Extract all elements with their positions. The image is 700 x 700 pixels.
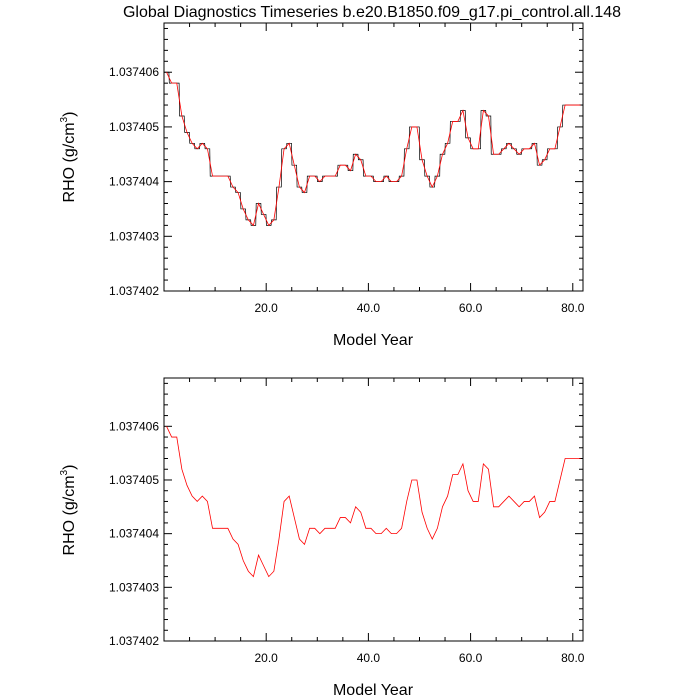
bottom-series-lines (166, 426, 581, 578)
top-y-tick-label: 1.037406 (109, 65, 159, 79)
bottom-y-tick-label: 1.037403 (109, 580, 159, 594)
bottom-y-tick-label: 1.037402 (109, 634, 159, 648)
top-y-tick-label: 1.037404 (109, 175, 159, 189)
top-y-tick-label: 1.037402 (109, 284, 159, 298)
top-y-tick-label: 1.037403 (109, 229, 159, 243)
bottom-axis-ticks: 20.0 40.0 60.0 80.0 1.037402 1.037403 1.037404… (109, 378, 585, 665)
top-monthly-line (164, 71, 583, 226)
top-y-label-superscript: 3 (59, 116, 70, 122)
bottom-x-axis-label: Model Year (333, 682, 414, 699)
bottom-y-label-end: ) (61, 465, 78, 470)
top-axis-ticks: 20.0 40.0 60.0 80.0 1.037402 1.037403 1.037404… (109, 23, 585, 315)
top-x-tick-label: 80.0 (561, 301, 585, 315)
bottom-x-tick-label: 60.0 (459, 651, 483, 665)
bottom-x-tick-label: 40.0 (357, 651, 381, 665)
top-y-tick-label: 1.037405 (109, 120, 159, 134)
top-annual-mean-line (166, 72, 581, 227)
top-series-lines (164, 71, 583, 227)
top-plot-frame (163, 22, 584, 292)
bottom-annual-mean-line (166, 426, 581, 578)
bottom-y-tick-label: 1.037405 (109, 473, 159, 487)
bottom-y-tick-label: 1.037404 (109, 527, 159, 541)
top-panel: 20.0 40.0 60.0 80.0 1.037402 1.037403 1.037404… (59, 22, 585, 349)
top-x-tick-label: 20.0 (255, 301, 279, 315)
top-y-label-main: RHO (g/cm (61, 122, 78, 202)
bottom-y-label-main: RHO (g/cm (61, 475, 78, 555)
top-x-axis-label: Model Year (333, 332, 414, 349)
bottom-y-axis-label: RHO (g/cm3) (59, 465, 78, 556)
top-y-axis-label: RHO (g/cm3) (59, 112, 78, 203)
top-x-tick-label: 40.0 (357, 301, 381, 315)
bottom-panel: 20.0 40.0 60.0 80.0 1.037402 1.037403 1.037404… (59, 377, 585, 699)
top-x-tick-label: 60.0 (459, 301, 483, 315)
bottom-y-tick-label: 1.037406 (109, 419, 159, 433)
top-y-label-end: ) (61, 112, 78, 117)
bottom-y-label-superscript: 3 (59, 469, 70, 475)
bottom-x-tick-label: 80.0 (561, 651, 585, 665)
figure-title: Global Diagnostics Timeseries b.e20.B185… (123, 4, 621, 21)
bottom-plot-frame (163, 377, 584, 642)
bottom-x-tick-label: 20.0 (255, 651, 279, 665)
